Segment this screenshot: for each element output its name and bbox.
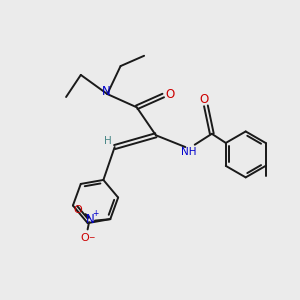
Text: N: N xyxy=(86,213,95,226)
Text: NH: NH xyxy=(181,147,196,158)
Text: H: H xyxy=(104,136,112,146)
Text: O: O xyxy=(74,205,82,215)
Text: O: O xyxy=(200,93,209,106)
Text: O: O xyxy=(80,233,89,243)
Text: +: + xyxy=(92,209,98,218)
Text: O: O xyxy=(165,88,174,100)
Text: −: − xyxy=(88,233,94,242)
Text: N: N xyxy=(101,85,110,98)
